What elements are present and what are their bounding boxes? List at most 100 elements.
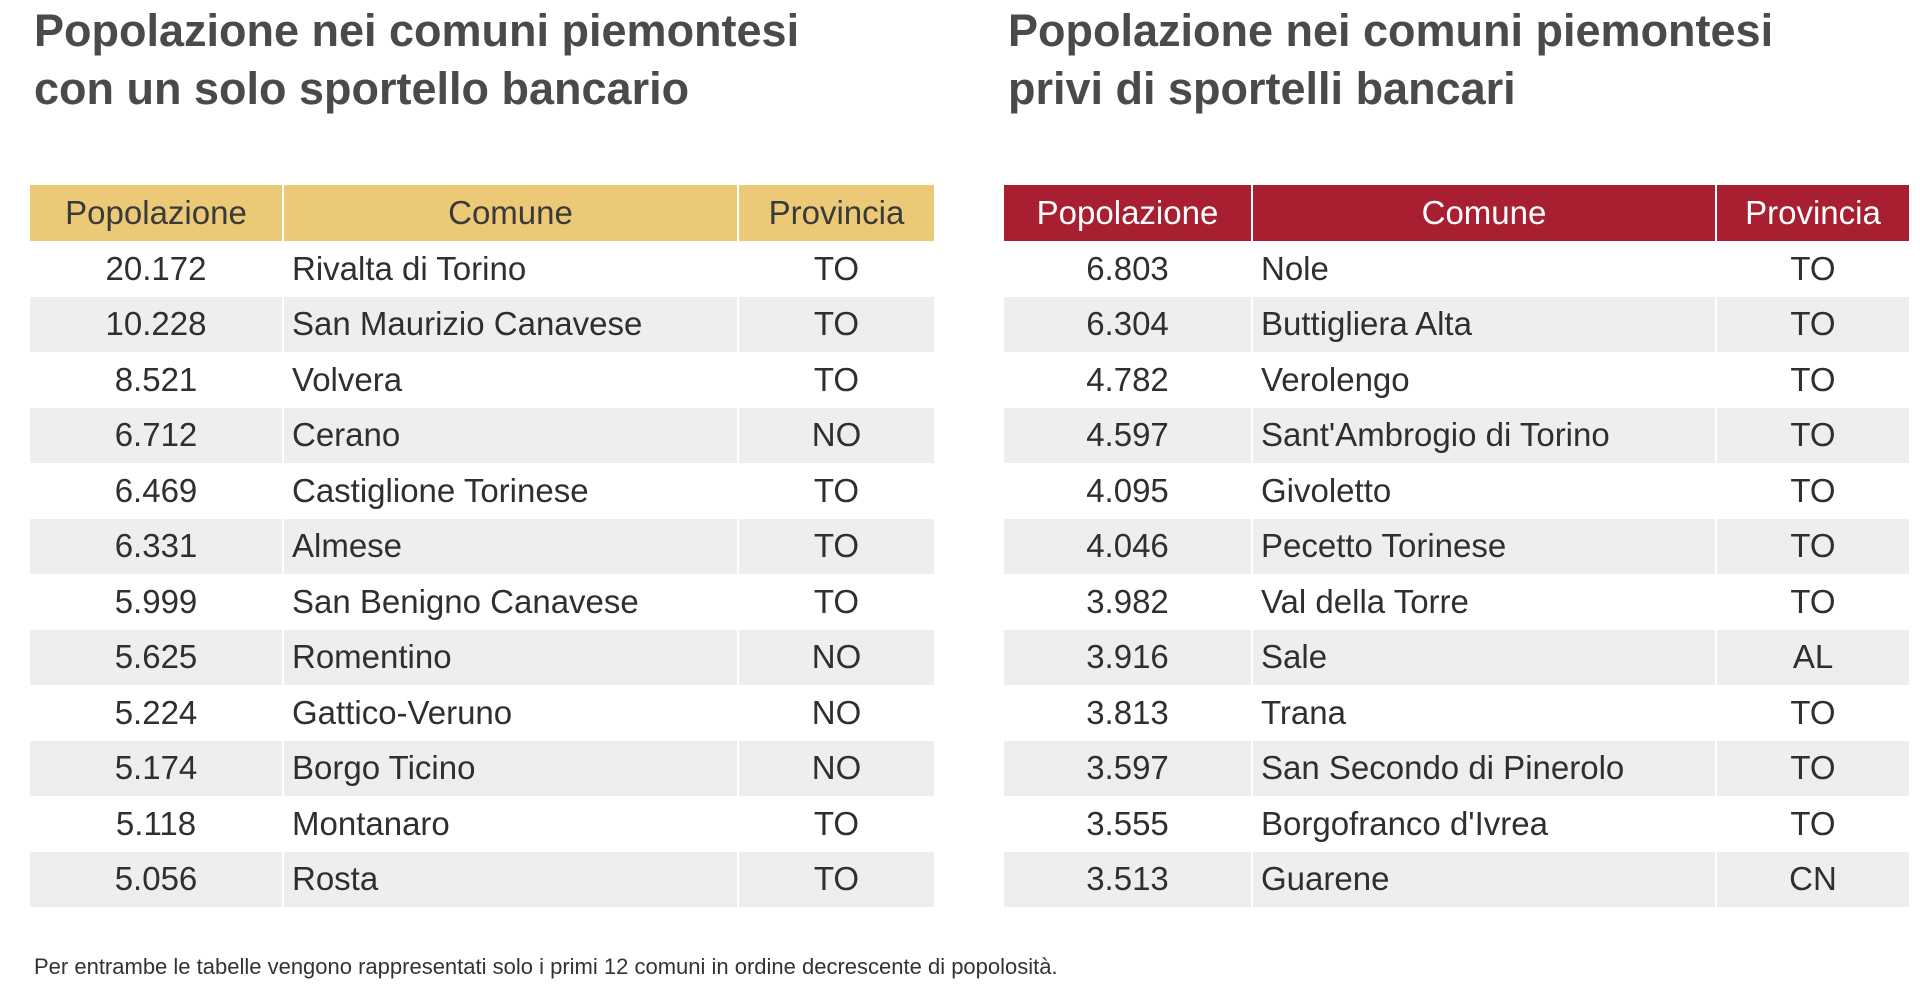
cell-popolazione: 3.813 (1086, 693, 1169, 731)
chart-title: Popolazione nei comuni piemontesi con un… (34, 5, 800, 114)
cell-popolazione: 8.521 (114, 360, 198, 398)
table-header-row: Popolazione Comune Provincia (30, 185, 934, 241)
cell-comune: San Secondo di Pinerolo (1251, 740, 1716, 796)
data-table: Popolazione Comune Provincia 6.803 Nole TO… (1004, 185, 1909, 907)
cell-comune: Borgofranco d'Ivrea (1251, 796, 1716, 852)
cell-popolazione: 10.228 (30, 296, 283, 352)
cell-comune: Guarene (1251, 851, 1716, 907)
column-header-popolazione: Popolazione (30, 185, 283, 241)
cell-provincia: TO (1715, 296, 1909, 352)
cell-comune: Gattico-Veruno (282, 685, 738, 741)
cell-provincia: TO (1715, 241, 1909, 297)
cell-popolazione: 5.118 (115, 804, 197, 842)
cell-popolazione: 6.712 (30, 407, 283, 463)
table-row: 3.982 Val della Torre TO (1004, 574, 1909, 630)
cell-popolazione: 6.469 (114, 471, 198, 509)
cell-comune: Montanaro (282, 796, 738, 852)
cell-comune: Almese (282, 518, 738, 574)
table-row: 6.469 Castiglione Torinese TO (30, 463, 934, 519)
cell-comune: Rosta (282, 851, 738, 907)
cell-provincia: TO (737, 241, 934, 297)
cell-popolazione: 5.625 (30, 629, 283, 685)
table-row: 5.118 Montanaro TO (30, 796, 934, 852)
cell-provincia: CN (1715, 851, 1909, 907)
cell-provincia: NO (737, 740, 934, 796)
table-row: 3.513 Guarene CN (1004, 851, 1909, 907)
cell-comune: Castiglione Torinese (282, 463, 738, 519)
cell-provincia: TO (737, 463, 934, 519)
cell-comune: Sale (1251, 629, 1716, 685)
cell-comune: Borgo Ticino (282, 740, 738, 796)
column-header-comune: Comune (1251, 185, 1716, 241)
data-table: Popolazione Comune Provincia 20.172 Rival… (30, 185, 934, 907)
cell-comune: Val della Torre (1251, 574, 1716, 630)
cell-comune: San Benigno Canavese (282, 574, 738, 630)
column-header-provincia: Provincia (1715, 185, 1909, 241)
cell-provincia: TO (1715, 407, 1909, 463)
table-panel-no-branch: Popolazione nei comuni piemontesi privi … (1004, 0, 1909, 907)
table-row: 10.228 San Maurizio Canavese TO (30, 296, 934, 352)
table-row: 3.555 Borgofranco d'Ivrea TO (1004, 796, 1909, 852)
cell-comune: Verolengo (1251, 352, 1716, 408)
cell-comune: Volvera (282, 352, 738, 408)
table-row: 4.782 Verolengo TO (1004, 352, 1909, 408)
cell-provincia: NO (737, 685, 934, 741)
table-row: 5.056 Rosta TO (30, 851, 934, 907)
table-row: 6.712 Cerano NO (30, 407, 934, 463)
cell-provincia: TO (1715, 685, 1909, 741)
cell-comune: Trana (1251, 685, 1716, 741)
table-row: 8.521 Volvera TO (30, 352, 934, 408)
cell-popolazione: 3.513 (1004, 851, 1252, 907)
table-row: 6.304 Buttigliera Alta TO (1004, 296, 1909, 352)
cell-provincia: TO (737, 518, 934, 574)
cell-provincia: TO (1715, 796, 1909, 852)
cell-provincia: TO (737, 352, 934, 408)
cell-provincia: TO (737, 796, 934, 852)
table-row: 6.803 Nole TO (1004, 241, 1909, 297)
cell-provincia: TO (1715, 740, 1909, 796)
table-row: 20.172 Rivalta di Torino TO (30, 241, 934, 297)
cell-popolazione: 5.056 (30, 851, 283, 907)
cell-comune: Cerano (282, 407, 738, 463)
cell-comune: Givoletto (1251, 463, 1716, 519)
cell-popolazione: 5.999 (114, 582, 198, 620)
table-row: 5.224 Gattico-Veruno NO (30, 685, 934, 741)
table-row: 3.597 San Secondo di Pinerolo TO (1004, 740, 1909, 796)
table-row: 5.625 Romentino NO (30, 629, 934, 685)
cell-popolazione: 4.597 (1004, 407, 1252, 463)
table-row: 3.813 Trana TO (1004, 685, 1909, 741)
cell-popolazione: 20.172 (105, 249, 207, 287)
cell-provincia: NO (737, 629, 934, 685)
cell-provincia: TO (1715, 352, 1909, 408)
cell-comune: Sant'Ambrogio di Torino (1251, 407, 1716, 463)
table-row: 3.916 Sale AL (1004, 629, 1909, 685)
footnote: Per entrambe le tabelle vengono rapprese… (34, 954, 1058, 979)
cell-comune: Nole (1251, 241, 1716, 297)
cell-provincia: TO (737, 574, 934, 630)
cell-popolazione: 5.224 (114, 693, 198, 731)
cell-popolazione: 3.555 (1086, 804, 1169, 842)
cell-popolazione: 4.095 (1086, 471, 1169, 509)
table-row: 5.999 San Benigno Canavese TO (30, 574, 934, 630)
cell-provincia: TO (1715, 463, 1909, 519)
cell-provincia: AL (1715, 629, 1909, 685)
cell-provincia: TO (737, 851, 934, 907)
cell-popolazione: 6.803 (1086, 249, 1169, 287)
column-header-provincia: Provincia (737, 185, 934, 241)
table-row: 4.095 Givoletto TO (1004, 463, 1909, 519)
cell-popolazione: 5.174 (30, 740, 283, 796)
chart-title: Popolazione nei comuni piemontesi privi … (1008, 5, 1774, 114)
cell-popolazione: 6.331 (30, 518, 283, 574)
cell-popolazione: 3.597 (1004, 740, 1252, 796)
cell-comune: Pecetto Torinese (1251, 518, 1716, 574)
table-row: 5.174 Borgo Ticino NO (30, 740, 934, 796)
cell-comune: Buttigliera Alta (1251, 296, 1716, 352)
table-panel-single-branch: Popolazione nei comuni piemontesi con un… (30, 0, 934, 907)
cell-comune: Romentino (282, 629, 738, 685)
column-header-comune: Comune (282, 185, 738, 241)
cell-comune: San Maurizio Canavese (282, 296, 738, 352)
cell-provincia: TO (1715, 518, 1909, 574)
table-header-row: Popolazione Comune Provincia (1004, 185, 1909, 241)
cell-popolazione: 4.046 (1004, 518, 1252, 574)
cell-popolazione: 4.782 (1086, 360, 1169, 398)
